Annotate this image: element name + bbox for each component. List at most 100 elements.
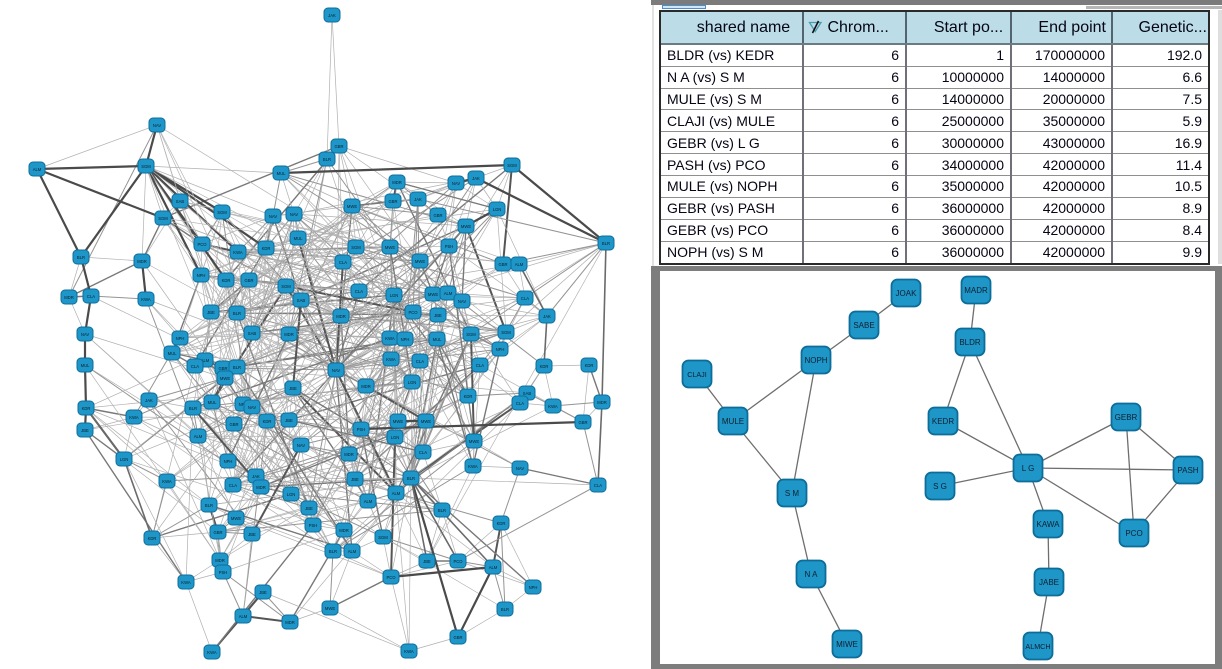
svg-text:L G: L G — [1022, 464, 1035, 473]
svg-text:JBE: JBE — [207, 310, 215, 315]
svg-text:BLR: BLR — [77, 255, 85, 260]
svg-text:MWE: MWE — [220, 376, 230, 381]
svg-text:PASH: PASH — [1177, 466, 1198, 475]
svg-text:GBR: GBR — [453, 635, 462, 640]
svg-text:MDR: MDR — [392, 180, 402, 185]
svg-text:KWA: KWA — [385, 336, 395, 341]
svg-text:GBR: GBR — [213, 530, 222, 535]
svg-text:KDR: KDR — [82, 406, 91, 411]
svg-text:CLA: CLA — [191, 364, 199, 369]
svg-text:MDR: MDR — [215, 558, 225, 563]
svg-text:ALM: ALM — [33, 167, 42, 172]
svg-text:BLR: BLR — [407, 476, 415, 481]
svg-text:MDR: MDR — [361, 384, 371, 389]
svg-text:JAK: JAK — [252, 474, 260, 479]
svg-text:JBE: JBE — [351, 477, 359, 482]
svg-text:NPH: NPH — [197, 273, 206, 278]
svg-text:BLDR: BLDR — [959, 338, 981, 347]
svg-text:NPH: NPH — [176, 336, 185, 341]
svg-text:GBR: GBR — [388, 199, 397, 204]
svg-text:JAK: JAK — [328, 13, 336, 18]
svg-text:S G: S G — [933, 482, 947, 491]
svg-text:PCO: PCO — [453, 559, 463, 564]
svg-text:MDR: MDR — [344, 452, 354, 457]
svg-text:PCO: PCO — [1125, 529, 1142, 538]
svg-text:CLAJI: CLAJI — [687, 370, 707, 379]
svg-text:MWE: MWE — [461, 224, 471, 229]
svg-text:BLR: BLR — [501, 607, 509, 612]
svg-text:MWE: MWE — [231, 516, 241, 521]
svg-text:MWE: MWE — [385, 245, 395, 250]
svg-text:CLA: CLA — [87, 294, 95, 299]
svg-text:LGN: LGN — [391, 435, 400, 440]
svg-text:NPH: NPH — [401, 337, 410, 342]
svg-text:ALM: ALM — [194, 434, 203, 439]
svg-text:JOAK: JOAK — [896, 289, 918, 298]
svg-text:MUL: MUL — [168, 351, 178, 356]
svg-text:PCO: PCO — [197, 242, 207, 247]
svg-text:BLR: BLR — [189, 406, 197, 411]
svg-text:SGM: SGM — [158, 216, 168, 221]
svg-text:NPH: NPH — [496, 347, 505, 352]
svg-text:CLA: CLA — [339, 260, 347, 265]
svg-text:CLA: CLA — [594, 483, 602, 488]
svg-text:ALM: ALM — [348, 549, 357, 554]
svg-text:GBR: GBR — [229, 422, 238, 427]
svg-text:MUL: MUL — [81, 363, 91, 368]
svg-text:MDR: MDR — [336, 314, 346, 319]
svg-text:ALM: ALM — [239, 614, 248, 619]
svg-text:KDR: KDR — [262, 246, 271, 251]
svg-text:KWA: KWA — [141, 297, 151, 302]
svg-text:BLR: BLR — [602, 241, 610, 246]
svg-text:LGN: LGN — [120, 457, 129, 462]
svg-text:CLA: CLA — [516, 401, 524, 406]
svg-text:GEBR: GEBR — [1115, 413, 1138, 422]
svg-text:PSH: PSH — [445, 244, 454, 249]
svg-text:SGM: SGM — [351, 245, 361, 250]
svg-text:GBR: GBR — [498, 262, 507, 267]
svg-text:KWA: KWA — [181, 580, 191, 585]
svg-text:BLR: BLR — [233, 311, 241, 316]
svg-text:GBR: GBR — [433, 213, 442, 218]
svg-text:BLR: BLR — [233, 365, 241, 370]
svg-text:KDR: KDR — [540, 364, 549, 369]
svg-text:PCO: PCO — [408, 310, 418, 315]
svg-text:NAV: NAV — [153, 123, 162, 128]
svg-text:S M: S M — [785, 489, 800, 498]
svg-text:JAK: JAK — [414, 197, 422, 202]
svg-text:ALMCH: ALMCH — [1025, 642, 1050, 651]
svg-text:KDR: KDR — [222, 278, 231, 283]
svg-text:NPH: NPH — [239, 402, 248, 407]
svg-text:KWA: KWA — [404, 649, 414, 654]
svg-text:JBE: JBE — [434, 313, 442, 318]
svg-text:NAV: NAV — [269, 214, 278, 219]
svg-text:KAWA: KAWA — [1037, 520, 1061, 529]
svg-text:MIWE: MIWE — [836, 640, 858, 649]
svg-text:JABE: JABE — [1039, 578, 1059, 587]
svg-text:JAK: JAK — [543, 314, 551, 319]
svg-text:N A: N A — [805, 570, 819, 579]
svg-text:CLA: CLA — [419, 450, 427, 455]
svg-text:SAB: SAB — [297, 298, 306, 303]
svg-text:CLA: CLA — [476, 363, 484, 368]
svg-text:BLR: BLR — [438, 508, 446, 513]
svg-text:LGN: LGN — [390, 293, 399, 298]
svg-text:ALM: ALM — [515, 262, 524, 267]
svg-text:KWA: KWA — [162, 479, 172, 484]
svg-text:MWE: MWE — [347, 204, 357, 209]
svg-text:NAV: NAV — [81, 332, 90, 337]
svg-text:NPH: NPH — [224, 459, 233, 464]
svg-text:NPH: NPH — [529, 585, 538, 590]
svg-text:KWA: KWA — [386, 357, 396, 362]
svg-text:NAV: NAV — [458, 299, 467, 304]
svg-text:JBE: JBE — [248, 532, 256, 537]
svg-text:JAK: JAK — [145, 398, 153, 403]
svg-text:SGM: SGM — [141, 164, 151, 169]
svg-text:KWA: KWA — [233, 250, 243, 255]
svg-text:JAK: JAK — [472, 176, 480, 181]
svg-text:MUL: MUL — [433, 337, 443, 342]
svg-text:LGN: LGN — [287, 492, 296, 497]
svg-text:SAB: SAB — [523, 391, 532, 396]
svg-text:CLA: CLA — [229, 483, 237, 488]
svg-text:MULE: MULE — [722, 417, 744, 426]
